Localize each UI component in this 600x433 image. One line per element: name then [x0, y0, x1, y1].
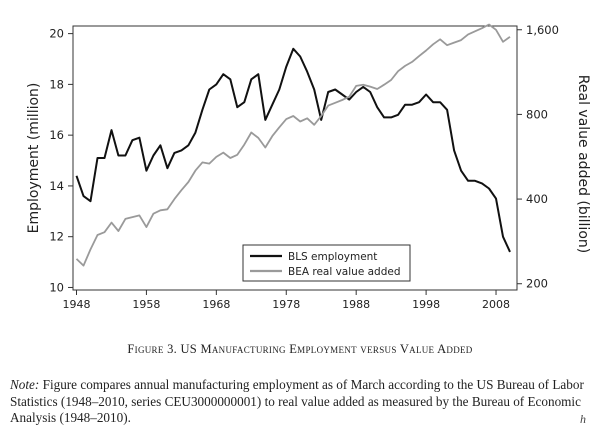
- legend-label: BLS employment: [288, 251, 377, 263]
- chart: 1948 1958 1968 1978 1988 1998 2008 10 12 14 16 18 20…: [26, 23, 591, 311]
- x-tick-label: 1988: [342, 298, 370, 311]
- legend-label: BEA real value added: [288, 266, 401, 278]
- series-line-bls-employment: [75, 47, 511, 253]
- y2-tick-label: 1,600: [526, 23, 559, 37]
- y2-tick-label: 800: [526, 107, 548, 121]
- y-axis-label: Employment (million): [26, 83, 42, 234]
- y2-axis-label: Real value added (billion): [575, 75, 591, 253]
- x-tick-label: 1968: [202, 298, 230, 311]
- corner-mark: h: [580, 412, 586, 426]
- x-tick-label: 2008: [482, 298, 510, 311]
- x-tick-label: 1958: [132, 298, 160, 311]
- y-tick-label: 10: [49, 280, 64, 294]
- note-label: Note:: [10, 377, 40, 392]
- legend: BLS employment BEA real value added: [242, 244, 411, 282]
- y-tick-label: 18: [49, 77, 64, 91]
- figure-caption: Figure 3. US Manufacturing Employment ve…: [0, 342, 600, 357]
- y-tick-label: 14: [49, 179, 64, 193]
- caption-text: US Manufacturing Employment versus Value…: [180, 342, 473, 356]
- x-tick-label: 1978: [272, 298, 300, 311]
- note-text: Figure compares annual manufacturing emp…: [10, 377, 584, 425]
- plot-frame: [72, 25, 518, 291]
- y-tick-label: 20: [49, 27, 64, 41]
- series-line-bea-value-added: [75, 23, 511, 267]
- y-tick-label: 16: [49, 128, 64, 142]
- chart-axes: 1948 1958 1968 1978 1988 1998 2008 10 12 14 16 18 20…: [26, 23, 591, 311]
- x-tick-label: 1948: [62, 298, 90, 311]
- figure-note: Note: Figure compares annual manufacturi…: [10, 377, 588, 427]
- y2-tick-label: 200: [526, 277, 548, 291]
- legend-box: [242, 244, 411, 282]
- caption-prefix: Figure 3.: [127, 342, 181, 356]
- y2-tick-label: 400: [526, 192, 548, 206]
- chart-lines: [75, 23, 511, 267]
- y-tick-label: 12: [49, 230, 64, 244]
- x-tick-label: 1998: [412, 298, 440, 311]
